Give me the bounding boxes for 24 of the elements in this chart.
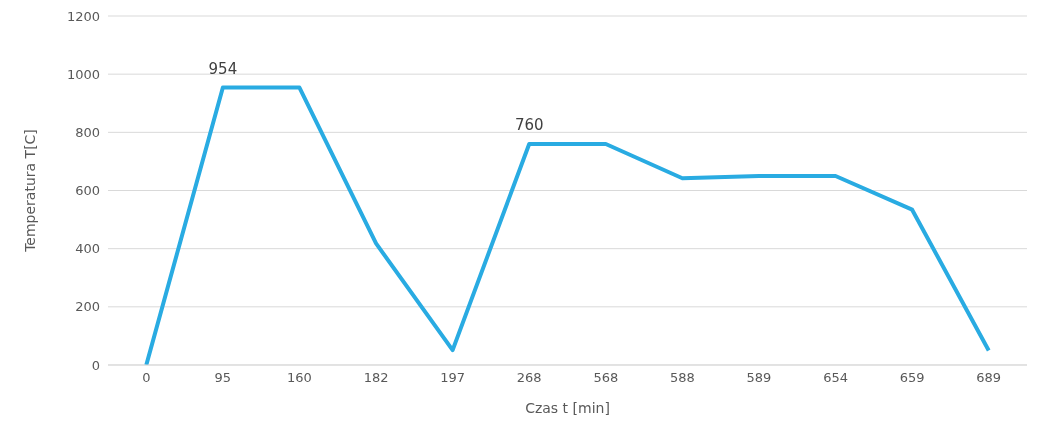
y-tick-label: 600: [75, 183, 100, 199]
line-series: [144, 85, 991, 365]
x-tick-label: 588: [669, 370, 695, 386]
x-tick-label: 689: [976, 370, 1002, 386]
y-tick-label: 1200: [66, 8, 100, 24]
y-tick-label: 200: [75, 299, 100, 315]
x-tick-label: 659: [899, 370, 925, 386]
data-label: 760: [514, 115, 544, 134]
x-tick-label: 654: [823, 370, 848, 386]
x-tick-label: 589: [746, 370, 772, 386]
x-axis-title: Czas t [min]: [525, 400, 610, 416]
x-tick-label: 268: [516, 370, 542, 386]
x-tick-label: 568: [593, 370, 619, 386]
x-tick-label: 0: [142, 370, 151, 386]
y-tick-label: 800: [75, 124, 100, 140]
y-tick-label: 0: [91, 357, 100, 373]
x-tick-label: 160: [287, 370, 312, 386]
data-label: 954: [208, 59, 238, 78]
y-tick-label: 400: [75, 241, 100, 257]
x-tick-label: 197: [440, 370, 466, 386]
x-tick-label: 182: [363, 370, 389, 386]
y-axis-title: Temperatura T[C]: [21, 129, 38, 253]
y-tick-label: 1000: [66, 66, 100, 82]
x-tick-label: 95: [214, 370, 232, 386]
